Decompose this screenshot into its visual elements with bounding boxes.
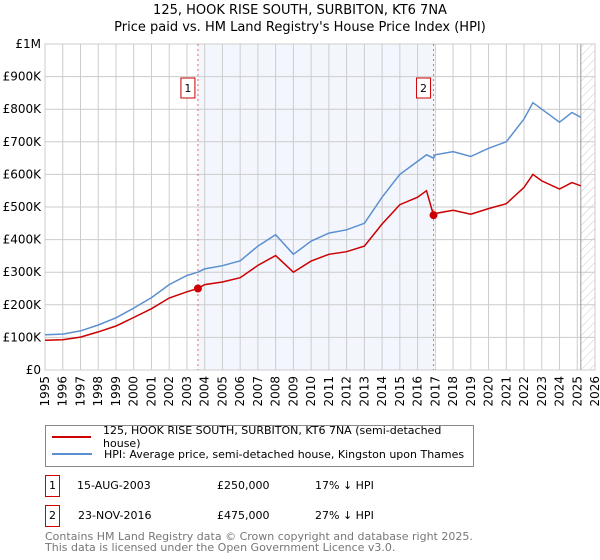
x-tick-label: 2026 (588, 376, 600, 407)
x-tick-label: 2023 (535, 376, 549, 407)
y-tick-label: £800K (3, 102, 43, 116)
x-tick-label: 1997 (73, 376, 87, 407)
y-tick-label: £0 (26, 363, 41, 377)
x-tick-label: 2014 (375, 376, 389, 407)
legend-item-hpi: HPI: Average price, semi-detached house,… (52, 446, 464, 462)
x-tick-label: 2013 (357, 376, 371, 407)
x-tick-label: 2022 (517, 376, 531, 407)
y-tick-label: £200K (3, 298, 43, 312)
annotation-box (416, 77, 432, 99)
x-tick-label: 2025 (570, 376, 584, 407)
x-tick-label: 2004 (198, 376, 212, 407)
x-tick-label: 2005 (215, 376, 229, 407)
transaction-hpi-diff: 27% ↓ HPI (315, 509, 374, 522)
legend-swatch-blue (52, 453, 92, 455)
x-tick-label: 1995 (38, 376, 52, 407)
y-tick-label: £1M (15, 37, 41, 51)
x-tick-label: 2000 (127, 376, 141, 407)
x-tick-label: 2017 (428, 376, 442, 407)
line-chart: 1 2 £0 £100K £200K £300K £400K £500K £600K £700K £… (3, 37, 600, 407)
plot-frame (44, 43, 596, 371)
footer: Contains HM Land Registry data © Crown c… (45, 531, 473, 553)
y-tick-label: £500K (3, 200, 43, 214)
legend-item-property: 125, HOOK RISE SOUTH, SURBITON, KT6 7NA … (52, 424, 473, 450)
transaction-hpi-diff: 17% ↓ HPI (315, 479, 374, 492)
x-tick-label: 2012 (340, 376, 354, 407)
series-line (44, 101, 582, 336)
x-tick-label: 2006 (233, 376, 247, 407)
transaction-date: 15-AUG-2003 (77, 479, 151, 492)
y-tick-label: £700K (3, 135, 43, 149)
legend-label: HPI: Average price, semi-detached house,… (104, 447, 465, 461)
transaction-marker: 1 (45, 475, 60, 497)
x-tick-label: 2003 (180, 376, 194, 407)
x-tick-label: 2008 (269, 376, 283, 407)
chart-subtitle: Price paid vs. HM Land Registry's House … (114, 20, 486, 35)
x-tick-label: 2019 (464, 376, 478, 407)
x-tick-label: 2021 (499, 376, 513, 407)
y-tick-label: £600K (3, 167, 43, 181)
y-tick-label: £900K (3, 70, 43, 84)
x-tick-label: 2015 (393, 376, 407, 407)
sale-point (193, 284, 202, 293)
legend: 125, HOOK RISE SOUTH, SURBITON, KT6 7NA … (45, 424, 474, 467)
annotation-box (180, 77, 196, 99)
transaction-date: 23-NOV-2016 (78, 509, 152, 522)
x-tick-label: 2001 (144, 376, 158, 407)
x-tick-label: 1998 (91, 376, 105, 407)
x-tick-label: 2011 (322, 376, 336, 407)
x-tick-label: 1999 (109, 376, 123, 407)
x-tick-label: 2002 (162, 376, 176, 407)
x-tick-label: 2016 (411, 376, 425, 407)
legend-label: 125, HOOK RISE SOUTH, SURBITON, KT6 7NA … (103, 424, 442, 450)
transaction-price: £475,000 (217, 509, 270, 522)
annotation-label: 2 (420, 82, 427, 95)
x-tick-label: 1996 (56, 376, 70, 407)
x-tick-label: 2009 (286, 376, 300, 407)
transaction-price: £250,000 (217, 479, 270, 492)
footer-licence: This data is licensed under the Open Gov… (45, 541, 396, 554)
y-tick-label: £300K (3, 265, 43, 279)
x-tick-label: 2024 (553, 376, 567, 407)
series-line (44, 173, 582, 342)
sale-point (429, 211, 438, 220)
annotation-label: 1 (184, 82, 191, 95)
x-tick-label: 2020 (482, 376, 496, 407)
legend-swatch-red (52, 436, 92, 438)
transaction-marker: 2 (45, 505, 60, 527)
x-tick-label: 2010 (304, 376, 318, 407)
y-tick-label: £400K (3, 233, 43, 247)
chart-title: 125, HOOK RISE SOUTH, SURBITON, KT6 7NA (153, 3, 447, 18)
y-tick-label: £100K (3, 330, 43, 344)
footer-copyright: Contains HM Land Registry data © Crown c… (45, 530, 473, 543)
x-tick-label: 2018 (446, 376, 460, 407)
x-tick-label: 2007 (251, 376, 265, 407)
